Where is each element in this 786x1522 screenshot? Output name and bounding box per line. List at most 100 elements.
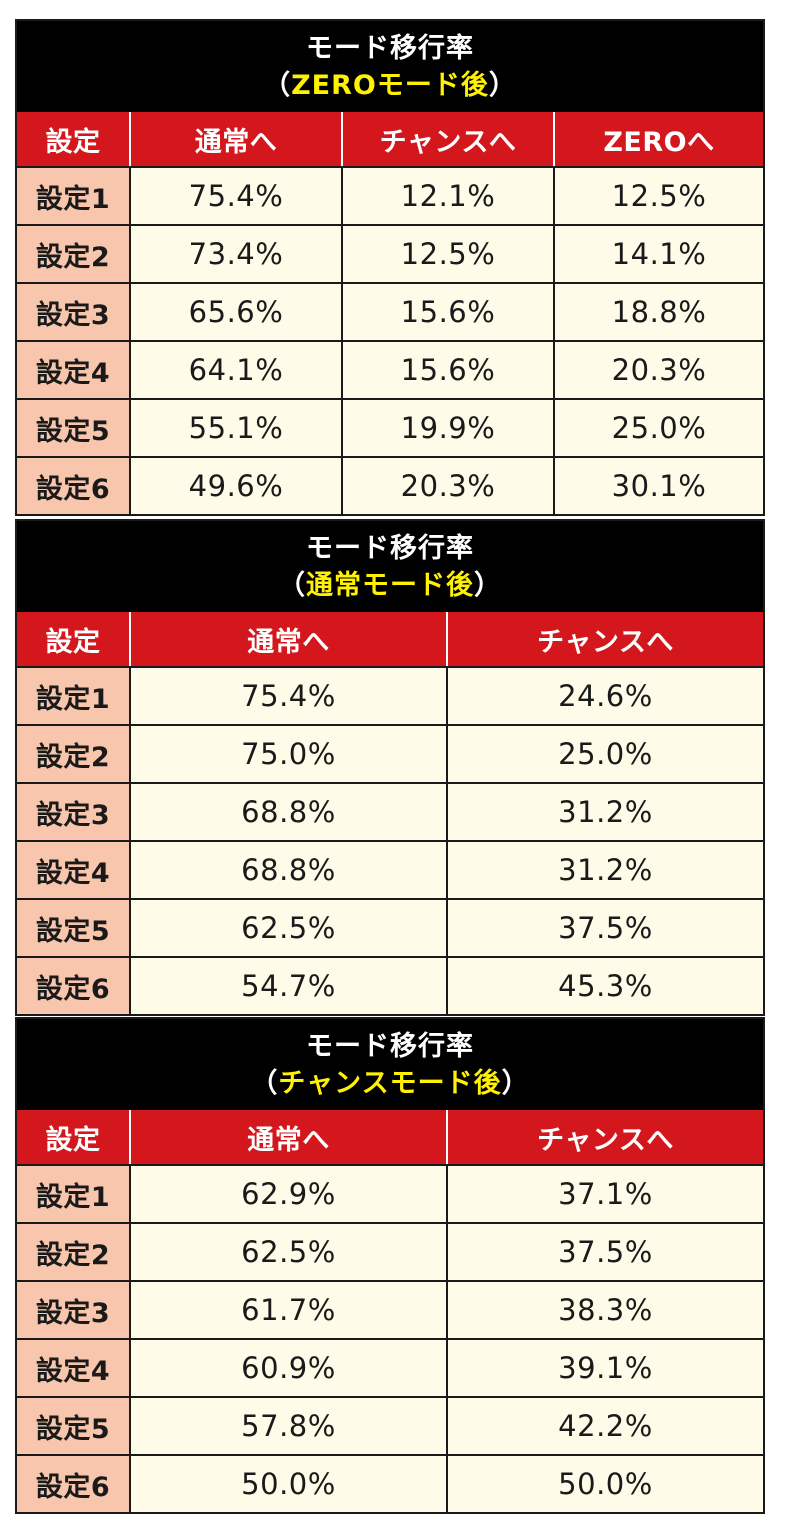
table-row: 設定5 55.1% 19.9% 25.0% (17, 398, 763, 456)
value-cell: 62.5% (129, 900, 446, 956)
table-row: 設定6 50.0% 50.0% (17, 1454, 763, 1512)
column-header: ZEROへ (553, 112, 763, 166)
table-row: 設定1 62.9% 37.1% (17, 1164, 763, 1222)
value-cell: 14.1% (553, 226, 763, 282)
column-header: チャンスへ (446, 1110, 763, 1164)
setting-label: 設定3 (17, 284, 129, 340)
column-header: 設定 (17, 1110, 129, 1164)
value-cell: 37.5% (446, 900, 763, 956)
value-cell: 39.1% (446, 1340, 763, 1396)
value-cell: 68.8% (129, 842, 446, 898)
value-cell: 68.8% (129, 784, 446, 840)
table-row: 設定3 68.8% 31.2% (17, 782, 763, 840)
value-cell: 37.5% (446, 1224, 763, 1280)
value-cell: 54.7% (129, 958, 446, 1014)
column-header: 設定 (17, 612, 129, 666)
subtitle-highlight: 通常モード後 (306, 569, 474, 601)
value-cell: 12.1% (341, 168, 553, 224)
setting-label: 設定3 (17, 1282, 129, 1338)
column-header: 通常へ (129, 612, 446, 666)
value-cell: 61.7% (129, 1282, 446, 1338)
value-cell: 25.0% (446, 726, 763, 782)
setting-label: 設定2 (17, 1224, 129, 1280)
setting-label: 設定6 (17, 958, 129, 1014)
setting-label: 設定6 (17, 1456, 129, 1512)
table-subtitle: （ZEROモード後） (263, 69, 517, 101)
value-cell: 60.9% (129, 1340, 446, 1396)
setting-label: 設定1 (17, 168, 129, 224)
value-cell: 50.0% (446, 1456, 763, 1512)
setting-label: 設定2 (17, 226, 129, 282)
value-cell: 12.5% (553, 168, 763, 224)
table-row: 設定4 60.9% 39.1% (17, 1338, 763, 1396)
table-subtitle: （チャンスモード後） (250, 1067, 530, 1099)
value-cell: 75.4% (129, 668, 446, 724)
table-row: 設定3 61.7% 38.3% (17, 1280, 763, 1338)
value-cell: 15.6% (341, 342, 553, 398)
table-header: モード移行率 （通常モード後） (17, 521, 763, 612)
subtitle-highlight: チャンスモード後 (278, 1067, 502, 1099)
table-row: 設定1 75.4% 24.6% (17, 666, 763, 724)
table-row: 設定6 54.7% 45.3% (17, 956, 763, 1014)
table-row: 設定2 75.0% 25.0% (17, 724, 763, 782)
setting-label: 設定4 (17, 342, 129, 398)
setting-label: 設定1 (17, 1166, 129, 1222)
column-header-row: 設定 通常へ チャンスへ (17, 612, 763, 666)
value-cell: 49.6% (129, 458, 341, 514)
setting-label: 設定6 (17, 458, 129, 514)
value-cell: 75.0% (129, 726, 446, 782)
table-row: 設定4 68.8% 31.2% (17, 840, 763, 898)
setting-label: 設定5 (17, 900, 129, 956)
table-row: 設定4 64.1% 15.6% 20.3% (17, 340, 763, 398)
value-cell: 12.5% (341, 226, 553, 282)
table-subtitle: （通常モード後） (278, 569, 502, 601)
column-header: 設定 (17, 112, 129, 166)
table-row: 設定5 57.8% 42.2% (17, 1396, 763, 1454)
table-title: モード移行率 (306, 32, 474, 64)
value-cell: 20.3% (553, 342, 763, 398)
table-row: 設定3 65.6% 15.6% 18.8% (17, 282, 763, 340)
value-cell: 55.1% (129, 400, 341, 456)
setting-label: 設定4 (17, 842, 129, 898)
mode-table-normal: モード移行率 （通常モード後） 設定 通常へ チャンスへ 設定1 75.4% 2… (15, 519, 765, 1016)
value-cell: 31.2% (446, 784, 763, 840)
value-cell: 42.2% (446, 1398, 763, 1454)
value-cell: 20.3% (341, 458, 553, 514)
value-cell: 50.0% (129, 1456, 446, 1512)
value-cell: 25.0% (553, 400, 763, 456)
table-title: モード移行率 (306, 1030, 474, 1062)
subtitle-highlight: ZEROモード後 (291, 69, 489, 101)
value-cell: 75.4% (129, 168, 341, 224)
value-cell: 19.9% (341, 400, 553, 456)
value-cell: 73.4% (129, 226, 341, 282)
table-title: モード移行率 (306, 532, 474, 564)
value-cell: 37.1% (446, 1166, 763, 1222)
table-row: 設定1 75.4% 12.1% 12.5% (17, 166, 763, 224)
table-row: 設定5 62.5% 37.5% (17, 898, 763, 956)
setting-label: 設定1 (17, 668, 129, 724)
setting-label: 設定3 (17, 784, 129, 840)
column-header-row: 設定 通常へ チャンスへ ZEROへ (17, 112, 763, 166)
setting-label: 設定2 (17, 726, 129, 782)
table-header: モード移行率 （チャンスモード後） (17, 1019, 763, 1110)
table-row: 設定6 49.6% 20.3% 30.1% (17, 456, 763, 514)
value-cell: 24.6% (446, 668, 763, 724)
setting-label: 設定5 (17, 1398, 129, 1454)
table-row: 設定2 73.4% 12.5% 14.1% (17, 224, 763, 282)
value-cell: 64.1% (129, 342, 341, 398)
column-header: チャンスへ (341, 112, 553, 166)
column-header-row: 設定 通常へ チャンスへ (17, 1110, 763, 1164)
column-header: チャンスへ (446, 612, 763, 666)
value-cell: 38.3% (446, 1282, 763, 1338)
mode-table-zero: モード移行率 （ZEROモード後） 設定 通常へ チャンスへ ZEROへ 設定1… (15, 19, 765, 516)
value-cell: 30.1% (553, 458, 763, 514)
value-cell: 57.8% (129, 1398, 446, 1454)
value-cell: 62.9% (129, 1166, 446, 1222)
value-cell: 45.3% (446, 958, 763, 1014)
value-cell: 65.6% (129, 284, 341, 340)
setting-label: 設定5 (17, 400, 129, 456)
table-header: モード移行率 （ZEROモード後） (17, 21, 763, 112)
setting-label: 設定4 (17, 1340, 129, 1396)
value-cell: 15.6% (341, 284, 553, 340)
value-cell: 31.2% (446, 842, 763, 898)
